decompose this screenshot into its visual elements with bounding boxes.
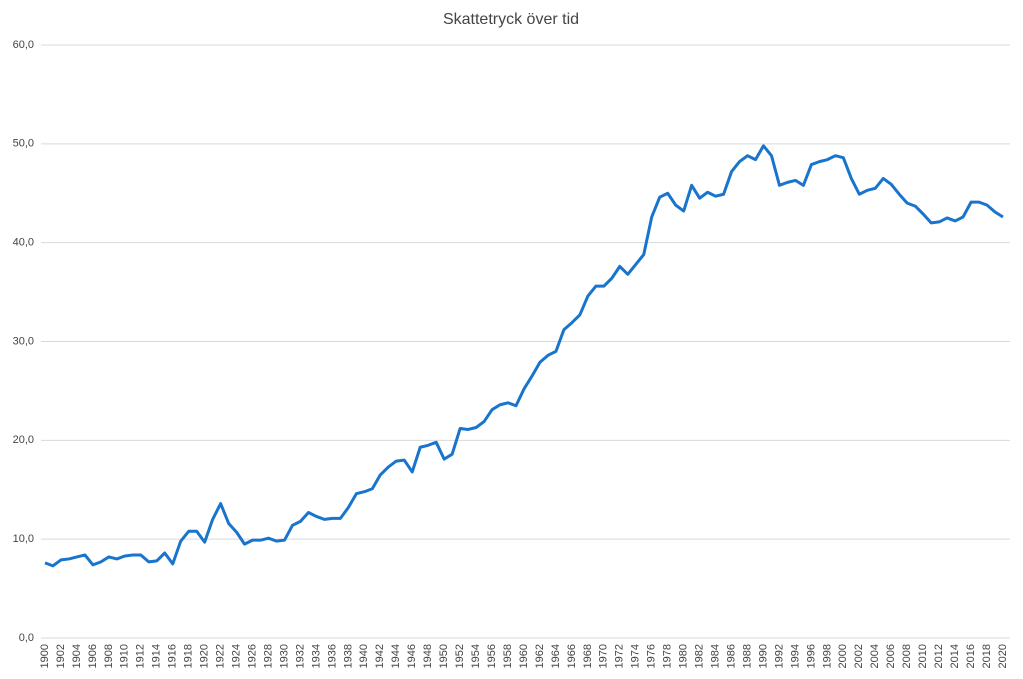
x-tick-label: 1950: [438, 644, 450, 668]
x-tick-label: 1906: [87, 644, 99, 668]
y-tick-label: 30,0: [13, 335, 34, 347]
x-tick-label: 1972: [614, 644, 626, 668]
x-tick-label: 1942: [374, 644, 386, 668]
data-line: [44, 144, 1004, 568]
x-tick-label: 2006: [885, 644, 897, 668]
x-tick-label: 1944: [390, 644, 402, 668]
x-tick-label: 1946: [406, 644, 418, 668]
x-tick-label: 1948: [422, 644, 434, 668]
x-tick-label: 1982: [694, 644, 706, 668]
x-tick-label: 2002: [853, 644, 865, 668]
chart-title: Skattetryck över tid: [443, 11, 579, 28]
x-tick-label: 1966: [566, 644, 578, 668]
x-tick-label: 1908: [103, 644, 115, 668]
y-tick-label: 40,0: [13, 237, 34, 249]
x-tick-label: 1958: [502, 644, 514, 668]
x-tick-label: 2010: [917, 644, 929, 668]
x-tick-label: 1922: [215, 644, 227, 668]
y-tick-label: 60,0: [13, 39, 34, 51]
x-tick-label: 2004: [869, 644, 881, 668]
x-tick-label: 1976: [646, 644, 658, 668]
x-tick-label: 1936: [326, 644, 338, 668]
x-tick-label: 1902: [55, 644, 67, 668]
x-tick-label: 2012: [933, 644, 945, 668]
x-tick-label: 2020: [997, 644, 1009, 668]
y-tick-label: 50,0: [13, 138, 34, 150]
x-tick-label: 1986: [725, 644, 737, 668]
x-tick-label: 1926: [246, 644, 258, 668]
x-tick-label: 1938: [342, 644, 354, 668]
x-tick-label: 1912: [135, 644, 147, 668]
x-tick-label: 1994: [789, 644, 801, 668]
x-tick-label: 1964: [550, 644, 562, 668]
x-tick-label: 1920: [199, 644, 211, 668]
x-tick-label: 1954: [470, 644, 482, 668]
x-tick-label: 1934: [310, 644, 322, 668]
x-tick-label: 1956: [486, 644, 498, 668]
x-tick-label: 1928: [262, 644, 274, 668]
x-tick-label: 1988: [741, 644, 753, 668]
x-tick-label: 1968: [582, 644, 594, 668]
x-tick-label: 1984: [710, 644, 722, 668]
x-tick-label: 2000: [837, 644, 849, 668]
x-tick-label: 1900: [39, 644, 51, 668]
x-tick-label: 1910: [119, 644, 131, 668]
x-tick-label: 1962: [534, 644, 546, 668]
x-tick-label: 1930: [278, 644, 290, 668]
x-tick-label: 2008: [901, 644, 913, 668]
x-tick-label: 1952: [454, 644, 466, 668]
y-tick-label: 10,0: [13, 533, 34, 545]
x-tick-label: 1980: [678, 644, 690, 668]
x-tick-label: 1992: [773, 644, 785, 668]
x-tick-label: 2016: [965, 644, 977, 668]
x-tick-label: 1960: [518, 644, 530, 668]
x-tick-label: 1998: [821, 644, 833, 668]
x-tick-label: 1914: [151, 644, 163, 668]
x-tick-label: 1904: [71, 644, 83, 668]
x-tick-label: 1940: [358, 644, 370, 668]
x-tick-label: 1916: [167, 644, 179, 668]
x-tick-label: 2014: [949, 644, 961, 668]
x-tick-label: 1996: [805, 644, 817, 668]
x-tick-label: 1924: [231, 644, 243, 668]
y-tick-label: 20,0: [13, 434, 34, 446]
x-tick-label: 1990: [757, 644, 769, 668]
x-tick-label: 2018: [981, 644, 993, 668]
x-tick-label: 1918: [183, 644, 195, 668]
x-tick-label: 1970: [598, 644, 610, 668]
x-tick-label: 1978: [662, 644, 674, 668]
x-tick-label: 1974: [630, 644, 642, 668]
x-tick-label: 1932: [294, 644, 306, 668]
y-tick-label: 0,0: [19, 632, 34, 644]
